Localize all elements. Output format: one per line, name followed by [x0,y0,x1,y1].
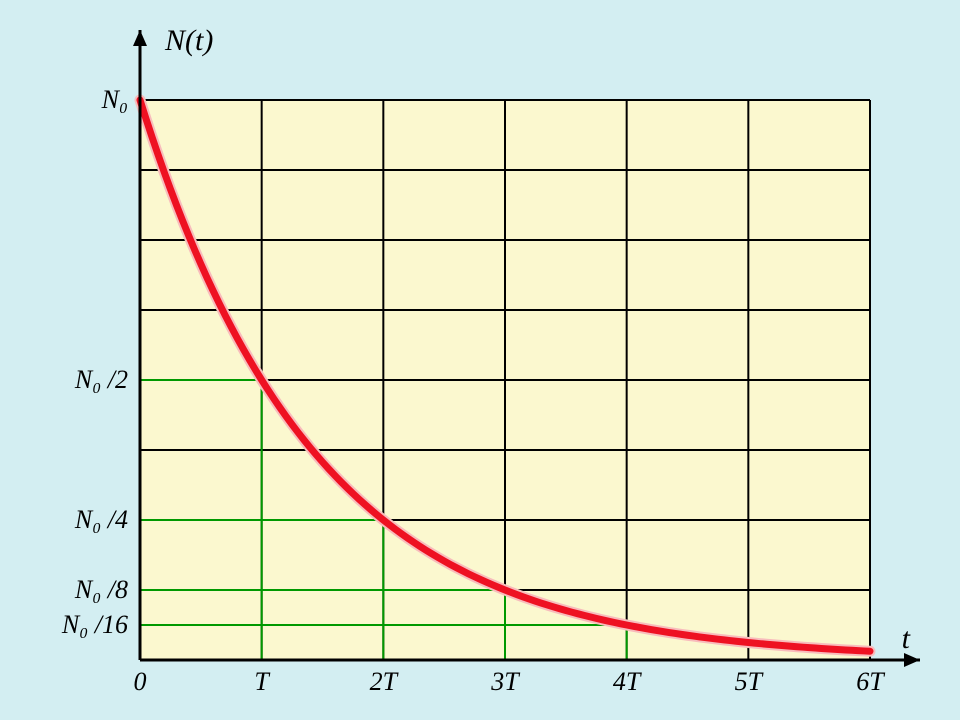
y-tick-label: N₀ /8 [74,575,128,604]
x-tick-label: 6T [856,667,885,696]
y-axis-label: N(t) [164,24,213,57]
y-tick-label: N₀ /2 [74,365,128,394]
x-tick-label: 4T [613,667,642,696]
y-tick-label: N₀ [101,85,128,114]
y-tick-label: N₀ /4 [74,505,128,534]
x-tick-label: 3T [490,667,520,696]
x-tick-label: T [254,667,270,696]
chart-svg: 0 T 2T 3T 4T 5T 6T N₀ N₀ /2 N₀ /4 N₀ /8 N₀ /16 N(t) t [0,0,960,720]
decay-chart: 0 T 2T 3T 4T 5T 6T N₀ N₀ /2 N₀ /4 N₀ /8 N₀ /16 N(t) t [0,0,960,720]
x-tick-label: 5T [735,667,764,696]
x-tick-label: 0 [134,667,147,696]
y-tick-label: N₀ /16 [61,610,128,639]
x-tick-label: 2T [370,667,399,696]
x-axis-label: t [902,622,911,655]
